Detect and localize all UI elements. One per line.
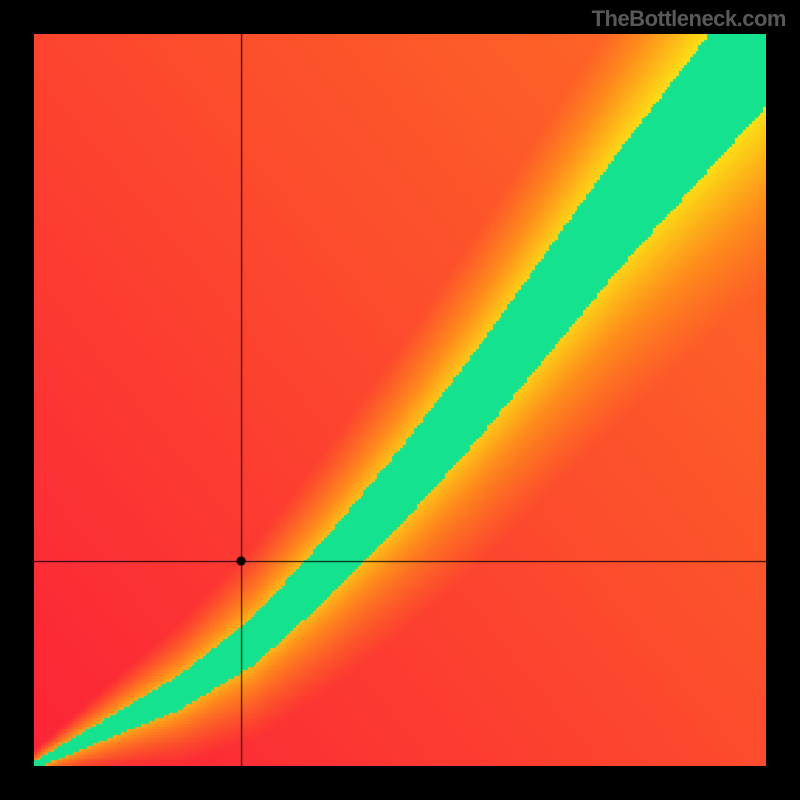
heatmap-canvas xyxy=(34,34,766,766)
outer-frame: TheBottleneck.com xyxy=(0,0,800,800)
plot-area xyxy=(34,34,766,766)
watermark-label: TheBottleneck.com xyxy=(592,6,786,32)
